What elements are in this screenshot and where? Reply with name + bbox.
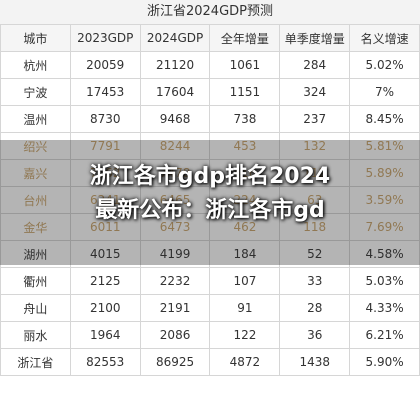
table-cell: 5.89% bbox=[349, 159, 420, 187]
table-cell: 112 bbox=[279, 159, 351, 187]
table-cell: 6473 bbox=[139, 213, 211, 241]
table-cell: 33 bbox=[279, 267, 351, 295]
table-cell: 107 bbox=[209, 267, 281, 295]
table-cell: 738 bbox=[209, 105, 281, 133]
table-cell: 91 bbox=[209, 294, 281, 322]
table-cell: 6.21% bbox=[349, 321, 420, 349]
table-cell: 丽水 bbox=[0, 321, 71, 349]
overlay-line: 最新公布：浙江各市gd bbox=[95, 198, 325, 223]
table-cell: 衢州 bbox=[0, 267, 71, 295]
table-cell: 温州 bbox=[0, 105, 71, 133]
table-cell: 5.02% bbox=[349, 51, 420, 79]
table-cell: 1151 bbox=[209, 78, 281, 106]
table-cell: 1061 bbox=[209, 51, 281, 79]
header-cell: 全年增量 bbox=[209, 24, 281, 52]
table-cell: 2125 bbox=[69, 267, 141, 295]
table-cell: 4.58% bbox=[349, 240, 420, 268]
table-cell: 杭州 bbox=[0, 51, 71, 79]
table-cell: 8.45% bbox=[349, 105, 420, 133]
table-cell: 118 bbox=[279, 213, 351, 241]
table-cell: 7% bbox=[349, 78, 420, 106]
table-cell: 9468 bbox=[139, 105, 211, 133]
overlay-shade bbox=[0, 140, 420, 265]
table-row: 浙江省 82553 86925 4872 1438 5.90% bbox=[0, 348, 420, 376]
header-cell: 单季度增量 bbox=[279, 24, 351, 52]
table-cell: 1964 bbox=[69, 321, 141, 349]
table-cell: 284 bbox=[279, 51, 351, 79]
table-cell: 5.81% bbox=[349, 132, 420, 160]
table-cell: 224 bbox=[209, 186, 281, 214]
table-cell: 184 bbox=[209, 240, 281, 268]
header-cell: 2024GDP bbox=[139, 24, 211, 52]
header-cell: 城市 bbox=[0, 24, 71, 52]
table-cell: 3.59% bbox=[349, 186, 420, 214]
table-cell: 17453 bbox=[69, 78, 141, 106]
table-cell: 324 bbox=[279, 78, 351, 106]
header-cell: 2023GDP bbox=[69, 24, 141, 52]
table-cell: 82553 bbox=[69, 348, 141, 376]
table-cell: 5.03% bbox=[349, 267, 420, 295]
table-cell: 122 bbox=[209, 321, 281, 349]
table-cell: 4.33% bbox=[349, 294, 420, 322]
overlay-line: 浙江各市gdp排名2024 bbox=[89, 164, 331, 189]
table-row: 舟山 2100 2191 91 28 4.33% bbox=[0, 294, 420, 322]
table-cell: 63 bbox=[279, 186, 351, 214]
table-row: 台州 6241 6465 224 63 3.59% bbox=[0, 186, 420, 214]
gdp-table: 城市 2023GDP 2024GDP 全年增量 单季度增量 名义增速 杭州 20059 2112… bbox=[0, 24, 420, 376]
table-cell: 237 bbox=[279, 105, 351, 133]
table-cell: 5.90% bbox=[349, 348, 420, 376]
table-row: 绍兴 7791 8244 453 132 5.81% bbox=[0, 132, 420, 160]
table-cell: 舟山 bbox=[0, 294, 71, 322]
table-cell: 绍兴 bbox=[0, 132, 71, 160]
table-cell: 4872 bbox=[209, 348, 281, 376]
table-cell: 21120 bbox=[139, 51, 211, 79]
table-cell: 2232 bbox=[139, 267, 211, 295]
table-cell: 宁波 bbox=[0, 78, 71, 106]
table-row: 温州 8730 9468 738 237 8.45% bbox=[0, 105, 420, 133]
table-cell: 36 bbox=[279, 321, 351, 349]
table-row: 金华 6011 6473 462 118 7.69% bbox=[0, 213, 420, 241]
table-cell: 8730 bbox=[69, 105, 141, 133]
table-row: 宁波 17453 17604 1151 324 7% bbox=[0, 78, 420, 106]
header-row: 城市 2023GDP 2024GDP 全年增量 单季度增量 名义增速 bbox=[0, 24, 420, 52]
table-cell: 浙江省 bbox=[0, 348, 71, 376]
overlay-caption: 浙江各市gdp排名2024 最新公布：浙江各市gd bbox=[0, 160, 420, 228]
table-cell: 7.69% bbox=[349, 213, 420, 241]
table-cell: 28 bbox=[279, 294, 351, 322]
header-cell: 名义增速 bbox=[349, 24, 420, 52]
table-cell: 86925 bbox=[139, 348, 211, 376]
table-row: 丽水 1964 2086 122 36 6.21% bbox=[0, 321, 420, 349]
table-cell: 1438 bbox=[279, 348, 351, 376]
table-cell: 台州 bbox=[0, 186, 71, 214]
table-cell: 2100 bbox=[69, 294, 141, 322]
table-row: 衢州 2125 2232 107 33 5.03% bbox=[0, 267, 420, 295]
table-row: 杭州 20059 21120 1061 284 5.02% bbox=[0, 51, 420, 79]
table-row: 湖州 4015 4199 184 52 4.58% bbox=[0, 240, 420, 268]
table-cell: 7478 bbox=[139, 159, 211, 187]
table-cell: 20059 bbox=[69, 51, 141, 79]
table-cell: 453 bbox=[209, 132, 281, 160]
table-cell: 8244 bbox=[139, 132, 211, 160]
table-cell: 2191 bbox=[139, 294, 211, 322]
table-cell: 2086 bbox=[139, 321, 211, 349]
table-title: 浙江省2024GDP预测 bbox=[0, 0, 420, 24]
table-cell: 17604 bbox=[139, 78, 211, 106]
